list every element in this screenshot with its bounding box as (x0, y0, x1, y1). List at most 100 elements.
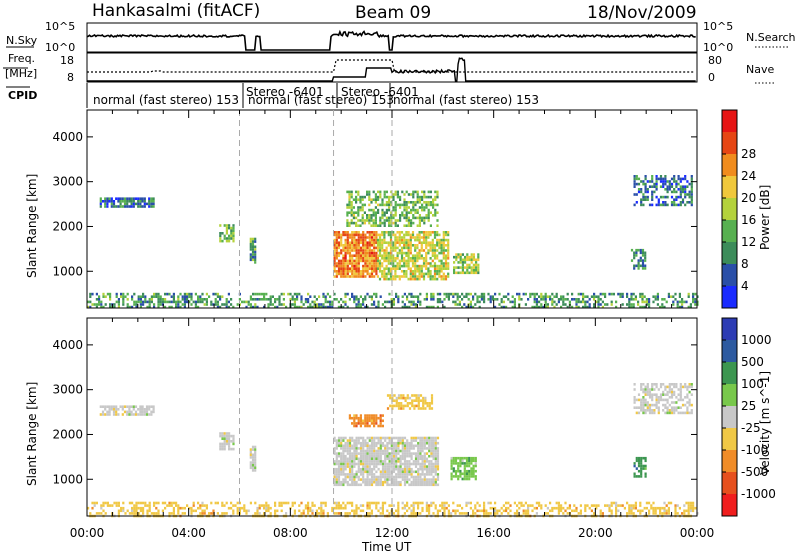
data-cell (405, 262, 408, 265)
data-cell (688, 411, 691, 415)
data-cell (423, 465, 426, 468)
data-cell (675, 396, 678, 399)
data-cell (595, 300, 598, 304)
data-cell (130, 200, 133, 203)
data-cell (404, 399, 407, 402)
data-cell (540, 298, 543, 301)
power-ylabel: Slant Range [km] (25, 174, 39, 278)
data-cell (370, 473, 374, 476)
data-cell (673, 409, 676, 412)
data-cell (386, 300, 389, 304)
data-cell (395, 404, 398, 408)
data-cell (392, 447, 396, 450)
data-cell (408, 305, 411, 309)
data-cell (379, 512, 382, 515)
data-cell (115, 504, 118, 507)
data-cell (408, 462, 411, 466)
data-cell (397, 452, 400, 455)
data-cell (670, 409, 674, 412)
data-cell (350, 208, 353, 212)
data-cell (340, 462, 343, 466)
data-cell (148, 200, 151, 203)
data-cell (342, 447, 345, 450)
data-cell (364, 275, 367, 278)
colorbar-swatch (722, 494, 737, 516)
data-cell (152, 200, 155, 203)
data-cell (254, 461, 257, 464)
data-cell (642, 388, 645, 391)
data-cell (359, 441, 363, 445)
data-cell (395, 480, 398, 484)
data-cell (425, 267, 428, 270)
data-cell (368, 512, 371, 515)
data-cell (139, 298, 142, 301)
data-cell (662, 201, 665, 204)
data-cell (132, 202, 135, 206)
y-tick-label: 4000 (52, 338, 83, 352)
data-cell (668, 188, 671, 191)
data-cell (374, 216, 377, 220)
data-cell (428, 436, 431, 440)
data-cell (375, 267, 378, 270)
data-cell (421, 206, 424, 209)
data-cell (450, 467, 453, 470)
data-cell (315, 303, 318, 306)
data-cell (399, 206, 402, 209)
data-cell (408, 452, 411, 455)
data-cell (414, 277, 417, 281)
data-cell (383, 190, 386, 194)
data-cell (274, 504, 277, 507)
data-cell (640, 398, 643, 402)
data-cell (320, 504, 323, 507)
data-cell (417, 475, 420, 479)
data-cell (340, 504, 343, 507)
data-cell (375, 264, 378, 268)
data-cell (675, 385, 678, 389)
data-cell (102, 509, 105, 513)
data-cell (366, 267, 369, 270)
data-cell (379, 190, 382, 194)
data-cell (389, 241, 393, 244)
data-cell (377, 509, 380, 513)
data-cell (293, 292, 296, 296)
data-cell (348, 467, 352, 471)
data-cell (413, 407, 416, 410)
data-cell (386, 483, 389, 487)
data-cell (110, 197, 113, 200)
data-cell (414, 244, 417, 247)
data-cell (417, 407, 420, 410)
data-cell (377, 449, 380, 453)
data-cell (416, 251, 419, 255)
data-cell (355, 238, 358, 242)
data-cell (100, 504, 103, 507)
data-cell (370, 216, 373, 220)
data-cell (155, 295, 158, 298)
data-cell (194, 292, 197, 296)
data-cell (403, 460, 407, 463)
data-cell (469, 305, 472, 309)
data-cell (568, 506, 571, 510)
data-cell (370, 441, 374, 445)
data-cell (527, 298, 530, 301)
data-cell (381, 424, 384, 428)
data-cell (689, 303, 692, 306)
data-cell (617, 504, 620, 507)
data-cell (475, 271, 478, 275)
data-cell (608, 504, 611, 507)
data-cell (434, 506, 437, 510)
data-cell (346, 206, 349, 209)
data-cell (395, 475, 398, 479)
data-cell (370, 470, 374, 474)
data-cell (100, 303, 103, 306)
data-cell (353, 270, 356, 273)
data-cell (518, 298, 521, 301)
data-cell (667, 506, 670, 510)
data-cell (432, 454, 435, 458)
data-cell (467, 292, 470, 296)
data-cell (368, 195, 371, 199)
data-cell (388, 198, 391, 201)
data-cell (106, 410, 109, 414)
data-cell (604, 303, 607, 306)
data-cell (418, 231, 421, 234)
data-cell (223, 234, 226, 238)
